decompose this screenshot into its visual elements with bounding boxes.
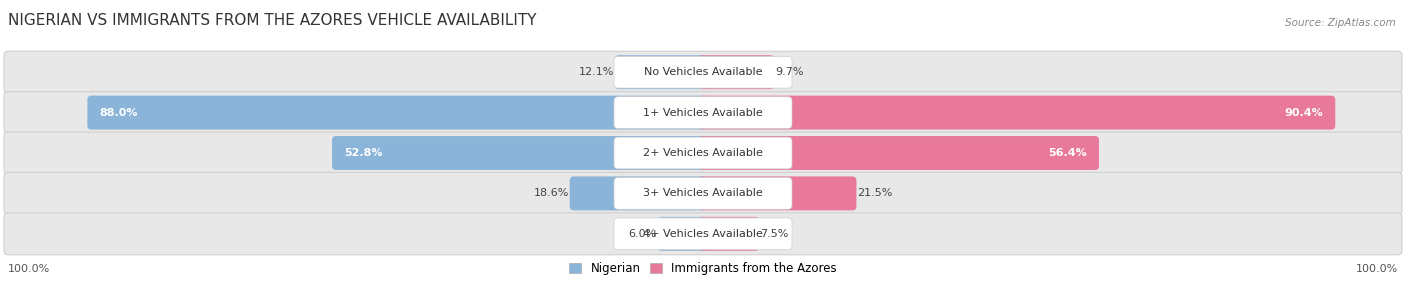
Text: 3+ Vehicles Available: 3+ Vehicles Available bbox=[643, 188, 763, 198]
FancyBboxPatch shape bbox=[614, 56, 792, 88]
FancyBboxPatch shape bbox=[614, 178, 792, 209]
FancyBboxPatch shape bbox=[4, 213, 1402, 255]
FancyBboxPatch shape bbox=[4, 92, 1402, 134]
Text: 90.4%: 90.4% bbox=[1285, 108, 1323, 118]
Legend: Nigerian, Immigrants from the Azores: Nigerian, Immigrants from the Azores bbox=[564, 258, 842, 280]
FancyBboxPatch shape bbox=[614, 137, 792, 169]
FancyBboxPatch shape bbox=[699, 96, 1336, 130]
Text: NIGERIAN VS IMMIGRANTS FROM THE AZORES VEHICLE AVAILABILITY: NIGERIAN VS IMMIGRANTS FROM THE AZORES V… bbox=[8, 13, 537, 28]
FancyBboxPatch shape bbox=[4, 51, 1402, 93]
Text: 2+ Vehicles Available: 2+ Vehicles Available bbox=[643, 148, 763, 158]
Text: 52.8%: 52.8% bbox=[344, 148, 382, 158]
FancyBboxPatch shape bbox=[569, 176, 707, 210]
FancyBboxPatch shape bbox=[4, 132, 1402, 174]
FancyBboxPatch shape bbox=[614, 55, 707, 89]
FancyBboxPatch shape bbox=[699, 176, 856, 210]
FancyBboxPatch shape bbox=[657, 217, 707, 251]
FancyBboxPatch shape bbox=[332, 136, 707, 170]
Text: 9.7%: 9.7% bbox=[776, 67, 804, 77]
Text: 100.0%: 100.0% bbox=[1355, 264, 1398, 274]
FancyBboxPatch shape bbox=[614, 218, 792, 250]
Text: 7.5%: 7.5% bbox=[761, 229, 789, 239]
Text: Source: ZipAtlas.com: Source: ZipAtlas.com bbox=[1285, 18, 1396, 28]
Text: No Vehicles Available: No Vehicles Available bbox=[644, 67, 762, 77]
FancyBboxPatch shape bbox=[699, 136, 1099, 170]
FancyBboxPatch shape bbox=[699, 55, 775, 89]
Text: 18.6%: 18.6% bbox=[533, 188, 569, 198]
Text: 12.1%: 12.1% bbox=[578, 67, 614, 77]
FancyBboxPatch shape bbox=[614, 97, 792, 128]
Text: 1+ Vehicles Available: 1+ Vehicles Available bbox=[643, 108, 763, 118]
Text: 100.0%: 100.0% bbox=[8, 264, 51, 274]
Text: 88.0%: 88.0% bbox=[100, 108, 138, 118]
FancyBboxPatch shape bbox=[87, 96, 707, 130]
FancyBboxPatch shape bbox=[4, 172, 1402, 214]
FancyBboxPatch shape bbox=[699, 217, 759, 251]
Text: 56.4%: 56.4% bbox=[1049, 148, 1087, 158]
Text: 6.0%: 6.0% bbox=[628, 229, 657, 239]
Text: 4+ Vehicles Available: 4+ Vehicles Available bbox=[643, 229, 763, 239]
Text: 21.5%: 21.5% bbox=[858, 188, 893, 198]
